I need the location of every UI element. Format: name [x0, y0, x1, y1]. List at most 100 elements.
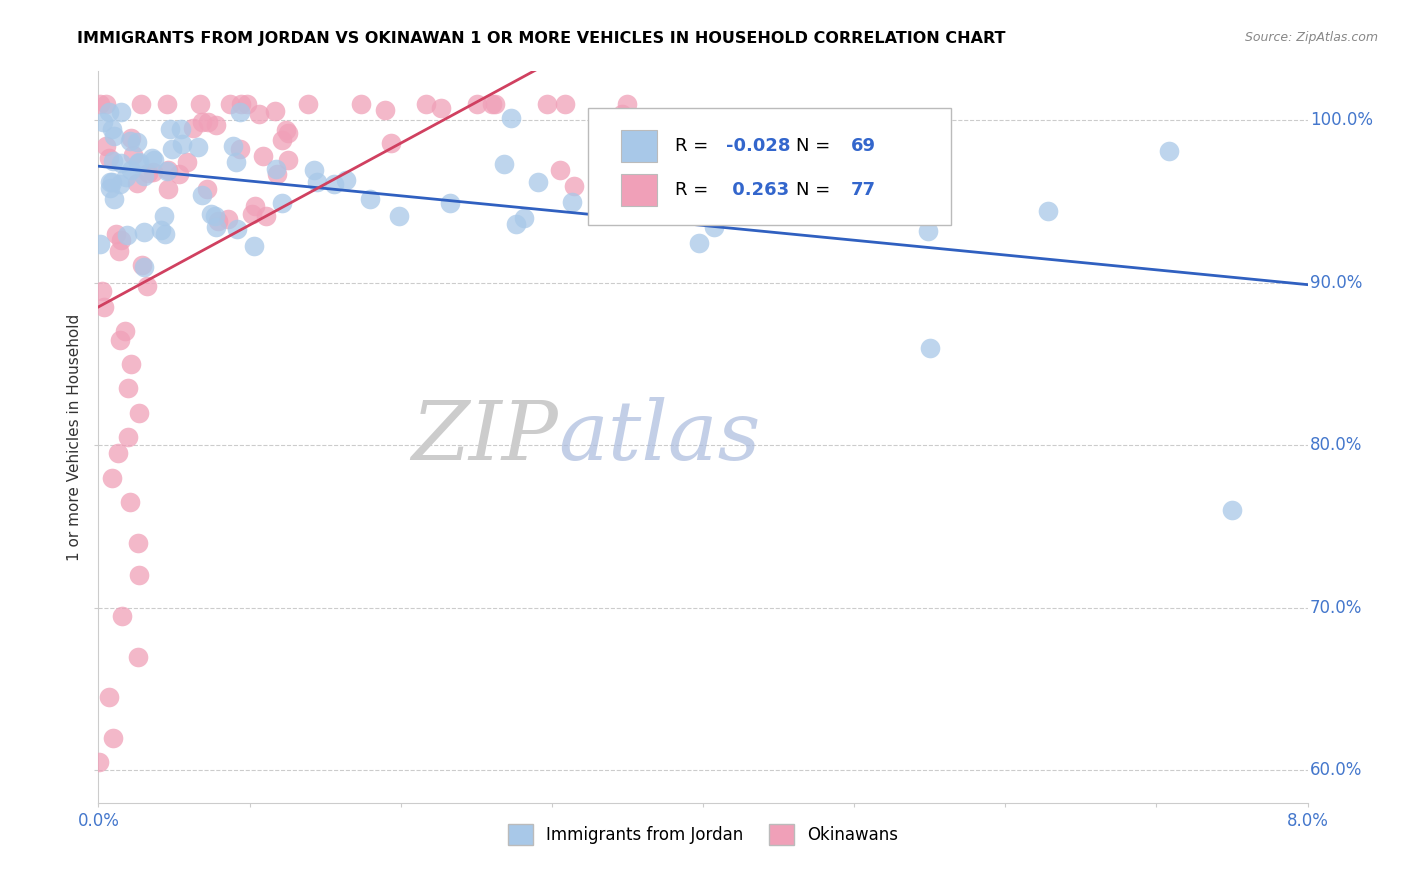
- Text: N =: N =: [796, 137, 837, 155]
- Point: [1220, 503, 1243, 517]
- Text: 70.0%: 70.0%: [1310, 599, 1362, 616]
- Point: [499, 111, 522, 125]
- Point: [103, 128, 125, 143]
- Point: [117, 381, 139, 395]
- Point: [110, 333, 132, 347]
- Point: [277, 153, 299, 168]
- Point: [142, 153, 165, 167]
- Point: [97, 690, 120, 705]
- Point: [97, 151, 120, 165]
- Point: [87, 755, 110, 769]
- Point: [380, 136, 402, 150]
- Point: [160, 142, 183, 156]
- Point: [561, 194, 583, 209]
- Point: [120, 495, 142, 509]
- Text: -0.028: -0.028: [725, 137, 790, 155]
- Text: R =: R =: [675, 137, 714, 155]
- Point: [415, 97, 437, 112]
- Point: [242, 239, 264, 253]
- Point: [156, 96, 179, 111]
- Point: [195, 181, 218, 195]
- Point: [127, 156, 149, 170]
- Point: [190, 96, 212, 111]
- Point: [105, 227, 128, 242]
- Point: [91, 115, 114, 129]
- Point: [153, 227, 176, 241]
- Point: [554, 96, 576, 111]
- Point: [688, 235, 710, 250]
- Point: [1159, 144, 1181, 158]
- Point: [117, 430, 139, 444]
- Point: [127, 649, 149, 664]
- Point: [200, 207, 222, 221]
- Point: [172, 137, 194, 152]
- Point: [110, 156, 132, 170]
- FancyBboxPatch shape: [621, 174, 657, 206]
- Point: [465, 96, 488, 111]
- Point: [191, 188, 214, 202]
- Point: [240, 207, 263, 221]
- Point: [271, 133, 294, 147]
- Point: [439, 195, 461, 210]
- Point: [159, 122, 181, 136]
- Text: R =: R =: [675, 181, 714, 199]
- Point: [548, 162, 571, 177]
- Point: [167, 167, 190, 181]
- Point: [226, 222, 249, 236]
- Point: [307, 175, 329, 189]
- Point: [101, 471, 124, 485]
- Point: [274, 123, 297, 137]
- Point: [484, 96, 506, 111]
- Text: Source: ZipAtlas.com: Source: ZipAtlas.com: [1244, 31, 1378, 45]
- Point: [115, 169, 138, 184]
- Point: [120, 130, 142, 145]
- Point: [204, 209, 226, 223]
- Point: [562, 179, 585, 194]
- Point: [616, 96, 638, 111]
- Point: [103, 193, 125, 207]
- Point: [114, 325, 136, 339]
- Point: [323, 178, 346, 192]
- Point: [266, 161, 288, 176]
- Point: [120, 162, 142, 177]
- Point: [494, 157, 516, 171]
- Point: [513, 211, 536, 225]
- Point: [89, 237, 111, 252]
- Point: [132, 169, 155, 183]
- Text: atlas: atlas: [558, 397, 761, 477]
- Point: [128, 154, 150, 169]
- Point: [917, 224, 939, 238]
- Point: [142, 165, 165, 179]
- Point: [217, 211, 239, 226]
- Text: 69: 69: [851, 137, 876, 155]
- Point: [190, 114, 212, 128]
- Legend: Immigrants from Jordan, Okinawans: Immigrants from Jordan, Okinawans: [499, 816, 907, 853]
- Point: [205, 118, 228, 132]
- Text: 80.0%: 80.0%: [1310, 436, 1362, 454]
- Point: [125, 136, 148, 150]
- Point: [603, 112, 626, 127]
- Point: [207, 213, 229, 227]
- Point: [359, 192, 381, 206]
- Point: [176, 155, 198, 169]
- Point: [141, 151, 163, 165]
- Point: [96, 96, 118, 111]
- Point: [236, 96, 259, 111]
- Point: [247, 107, 270, 121]
- Point: [187, 140, 209, 154]
- Point: [252, 148, 274, 162]
- Point: [222, 139, 245, 153]
- Point: [136, 166, 159, 180]
- Point: [297, 96, 319, 111]
- Point: [630, 135, 652, 149]
- Point: [229, 105, 252, 120]
- Point: [101, 154, 124, 169]
- Point: [91, 284, 114, 298]
- Point: [115, 227, 138, 242]
- Point: [101, 175, 124, 189]
- Point: [97, 105, 120, 120]
- Point: [129, 96, 152, 111]
- Text: 77: 77: [851, 181, 876, 199]
- Point: [668, 176, 690, 190]
- Point: [132, 225, 155, 239]
